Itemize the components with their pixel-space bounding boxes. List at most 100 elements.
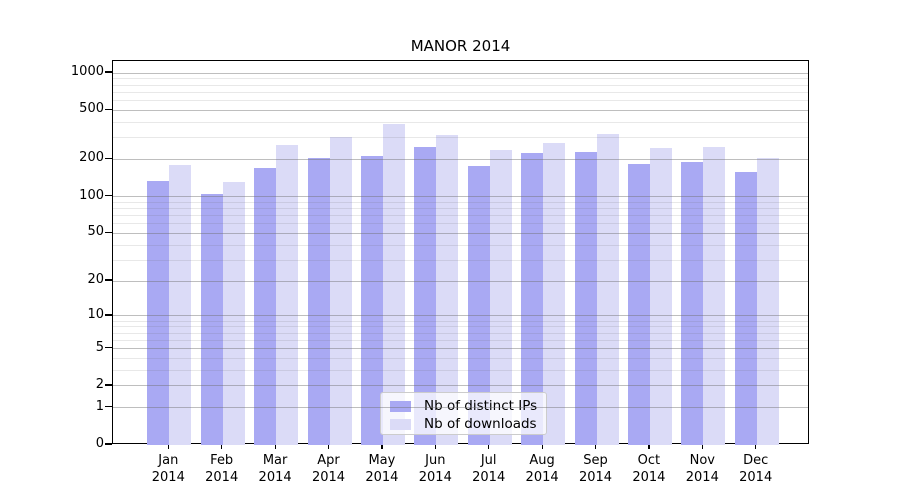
bar-ips-may xyxy=(360,156,383,445)
x-tick-month: Feb xyxy=(210,453,234,468)
y-tick-label-100: 100 xyxy=(79,187,104,203)
bar-downloads-jul xyxy=(489,149,512,445)
y-tick-label-2: 2 xyxy=(95,376,104,392)
x-tick-mark-jan xyxy=(167,444,169,449)
x-tick-label-apr: Apr 2014 xyxy=(289,452,369,486)
x-tick-label-jul: Jul 2014 xyxy=(449,452,529,486)
x-tick-month: Sep xyxy=(583,453,608,468)
y-tick-mark-5 xyxy=(105,346,112,349)
y-tick-label-500: 500 xyxy=(79,101,104,117)
y-tick-label-5: 5 xyxy=(95,339,104,355)
y-tick-mark-20 xyxy=(105,279,112,281)
bar-ips-dec xyxy=(734,172,757,445)
x-tick-mark-oct xyxy=(648,444,650,449)
bar-downloads-oct xyxy=(649,148,672,445)
y-tick-label-20: 20 xyxy=(87,272,104,288)
x-tick-month: Mar xyxy=(262,453,288,468)
bar-downloads-apr xyxy=(329,136,352,445)
x-tick-month: Jan xyxy=(158,453,179,468)
y-tick-mark-0 xyxy=(105,443,112,445)
bar-downloads-may xyxy=(382,124,405,445)
bar-ips-jan xyxy=(147,180,170,445)
x-tick-year: 2014 xyxy=(418,470,452,485)
x-tick-month: Aug xyxy=(529,453,555,468)
x-tick-label-jun: Jun 2014 xyxy=(395,452,475,486)
x-tick-mark-jun xyxy=(434,444,436,449)
bar-downloads-jan xyxy=(169,165,192,445)
x-tick-month: Apr xyxy=(317,453,340,468)
x-tick-label-may: May 2014 xyxy=(342,452,422,486)
chart-title: MANOR 2014 xyxy=(410,37,511,55)
bar-downloads-dec xyxy=(756,158,779,445)
plot-area xyxy=(112,60,809,445)
y-tick-mark-100 xyxy=(105,194,112,197)
legend-item-downloads: Nb of downloads xyxy=(390,415,538,433)
bar-downloads-aug xyxy=(543,143,566,445)
bar-ips-feb xyxy=(200,193,223,445)
y-tick-label-200: 200 xyxy=(79,150,104,166)
x-tick-mark-sep xyxy=(594,444,597,449)
legend-swatch-downloads xyxy=(390,418,411,430)
x-tick-year: 2014 xyxy=(365,470,399,485)
bar-ips-oct xyxy=(627,164,650,445)
y-tick-label-1: 1 xyxy=(95,398,104,414)
legend-item-distinct-ips: Nb of distinct IPs xyxy=(390,397,538,415)
x-tick-month: Jul xyxy=(480,453,497,468)
x-tick-year: 2014 xyxy=(151,470,185,485)
x-tick-mark-nov xyxy=(701,444,703,449)
x-tick-label-dec: Dec 2014 xyxy=(716,452,796,486)
x-tick-month: Jun xyxy=(425,453,446,468)
y-tick-mark-200 xyxy=(105,157,112,160)
bar-downloads-nov xyxy=(703,147,726,445)
legend-label-distinct-ips: Nb of distinct IPs xyxy=(424,398,538,414)
legend-label-downloads: Nb of downloads xyxy=(424,416,537,432)
bar-ips-nov xyxy=(681,161,704,445)
y-tick-label-0: 0 xyxy=(95,436,104,451)
bar-ips-jul xyxy=(467,165,490,445)
x-tick-mark-apr xyxy=(327,444,330,449)
x-tick-year: 2014 xyxy=(205,470,239,485)
bar-ips-apr xyxy=(307,158,330,445)
y-tick-mark-10 xyxy=(105,314,112,316)
y-tick-mark-500 xyxy=(105,108,112,110)
x-tick-mark-feb xyxy=(221,444,223,449)
legend-swatch-distinct-ips xyxy=(390,400,411,412)
bars-layer xyxy=(113,61,808,445)
x-tick-month: Dec xyxy=(743,453,769,468)
x-tick-year: 2014 xyxy=(525,470,559,485)
x-tick-year: 2014 xyxy=(311,470,346,485)
y-tick-mark-1 xyxy=(105,406,112,408)
y-tick-label-50: 50 xyxy=(87,224,104,240)
legend: Nb of distinct IPs Nb of downloads xyxy=(380,392,547,435)
bar-ips-aug xyxy=(521,152,544,445)
bar-downloads-feb xyxy=(222,182,245,445)
x-tick-mark-dec xyxy=(755,444,757,449)
x-tick-label-oct: Oct 2014 xyxy=(609,452,689,486)
x-tick-year: 2014 xyxy=(632,470,666,485)
bar-downloads-jun xyxy=(436,135,459,445)
x-tick-label-nov: Nov 2014 xyxy=(662,452,742,486)
x-tick-year: 2014 xyxy=(258,470,292,485)
y-tick-mark-1000 xyxy=(105,71,112,73)
x-tick-label-aug: Aug 2014 xyxy=(502,452,582,486)
y-tick-mark-50 xyxy=(105,231,112,233)
x-tick-year: 2014 xyxy=(685,470,719,485)
x-tick-month: Nov xyxy=(689,453,715,468)
bar-ips-mar xyxy=(254,167,277,445)
x-tick-label-jan: Jan 2014 xyxy=(128,452,208,486)
bar-ips-sep xyxy=(574,151,597,445)
x-tick-mark-may xyxy=(381,444,383,449)
x-tick-month: May xyxy=(368,453,396,468)
x-tick-year: 2014 xyxy=(472,470,506,485)
y-tick-label-1000: 1000 xyxy=(70,64,104,79)
y-tick-label-10: 10 xyxy=(87,306,104,322)
x-tick-year: 2014 xyxy=(578,470,613,485)
x-tick-mark-jul xyxy=(488,444,490,449)
x-tick-mark-aug xyxy=(541,444,543,449)
bar-ips-jun xyxy=(414,147,437,445)
x-tick-mark-mar xyxy=(274,444,276,449)
x-tick-label-feb: Feb 2014 xyxy=(182,452,262,486)
y-tick-mark-2 xyxy=(105,384,112,386)
x-tick-label-sep: Sep 2014 xyxy=(556,452,636,486)
